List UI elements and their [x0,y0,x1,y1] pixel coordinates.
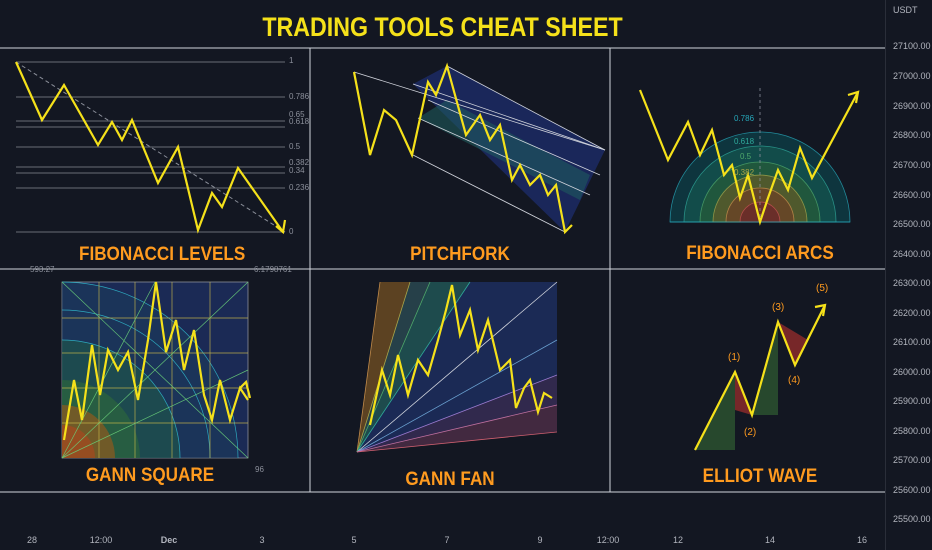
time-tick: Dec [160,535,178,545]
fib-level-label: 0.618 [289,117,310,126]
page-title: TRADING TOOLS CHEAT SHEET [262,12,623,42]
label-gann-square: GANN SQUARE [85,465,215,486]
time-tick: 9 [537,535,543,545]
fib-level-label: 0 [289,227,294,236]
label-fibonacci-arcs: FIBONACCI ARCS [686,243,834,264]
wave-label-2: (2) [744,427,757,438]
fib-arc-label: 0.786 [734,114,755,123]
time-tick: 16 [856,535,868,545]
label-pitchfork: PITCHFORK [410,244,510,265]
elliot-wave-drawing [694,303,827,451]
time-tick: 12:00 [596,535,620,545]
price-tick: 26900.00 [893,101,931,111]
time-tick: 5 [351,535,357,545]
fib-arc-label: 0.382 [734,168,755,177]
fib-arc-label: 0.618 [734,137,755,146]
price-tick: 26300.00 [893,278,931,288]
price-axis[interactable] [885,0,932,550]
gann-square-drawing [61,281,252,459]
price-tick: 26200.00 [893,308,931,318]
label-gann-fan: GANN FAN [405,469,495,490]
price-tick: 26800.00 [893,130,931,140]
label-elliot-wave: ELLIOT WAVE [702,466,818,487]
panel-dividers [0,47,885,493]
price-tick: 27100.00 [893,41,931,51]
price-tick: 26100.00 [893,337,931,347]
pitchfork-drawing [352,62,606,235]
label-fibonacci-levels: FIBONACCI LEVELS [79,244,246,265]
time-tick: 12 [672,535,684,545]
gann-fan-drawing [356,281,558,453]
price-tick: 26400.00 [893,249,931,259]
price-tick: 26600.00 [893,190,931,200]
fib-level-label: 0.65 [289,110,305,119]
fib-level-label: 1 [289,56,294,65]
fib-level-extra-right: 6.1798761 [254,265,292,274]
price-tick: 25500.00 [893,514,931,524]
wave-label-3: (3) [772,302,785,313]
time-tick: 7 [444,535,450,545]
time-tick: 28 [26,535,38,545]
price-tick: 25800.00 [893,426,931,436]
fibonacci-arcs-drawing [638,88,860,226]
price-tick: 25600.00 [893,485,931,495]
wave-label-1: (1) [728,352,741,363]
time-tick: 3 [259,535,265,545]
time-tick: 12:00 [89,535,113,545]
fib-level-label: 0.786 [289,92,310,101]
fib-level-label: 0.382 [289,158,310,167]
fib-level-label: 0.236 [289,183,310,192]
fib-level-extra-left: 593.27 [30,265,55,274]
price-tick: 26000.00 [893,367,931,377]
price-tick: 26700.00 [893,160,931,170]
fib-level-label: 0.5 [289,142,301,151]
time-tick: 14 [764,535,776,545]
price-tick: 27000.00 [893,71,931,81]
wave-label-4: (4) [788,375,801,386]
fib-arc-label: 0.5 [740,152,752,161]
gann-square-value: 96 [255,465,264,474]
price-tick: 26500.00 [893,219,931,229]
fib-level-label: 0.34 [289,166,305,175]
fibonacci-levels-drawing [14,61,287,235]
price-tick: 25900.00 [893,396,931,406]
currency-label: USDT [893,5,918,15]
wave-label-5: (5) [816,283,829,294]
price-tick: 25700.00 [893,455,931,465]
